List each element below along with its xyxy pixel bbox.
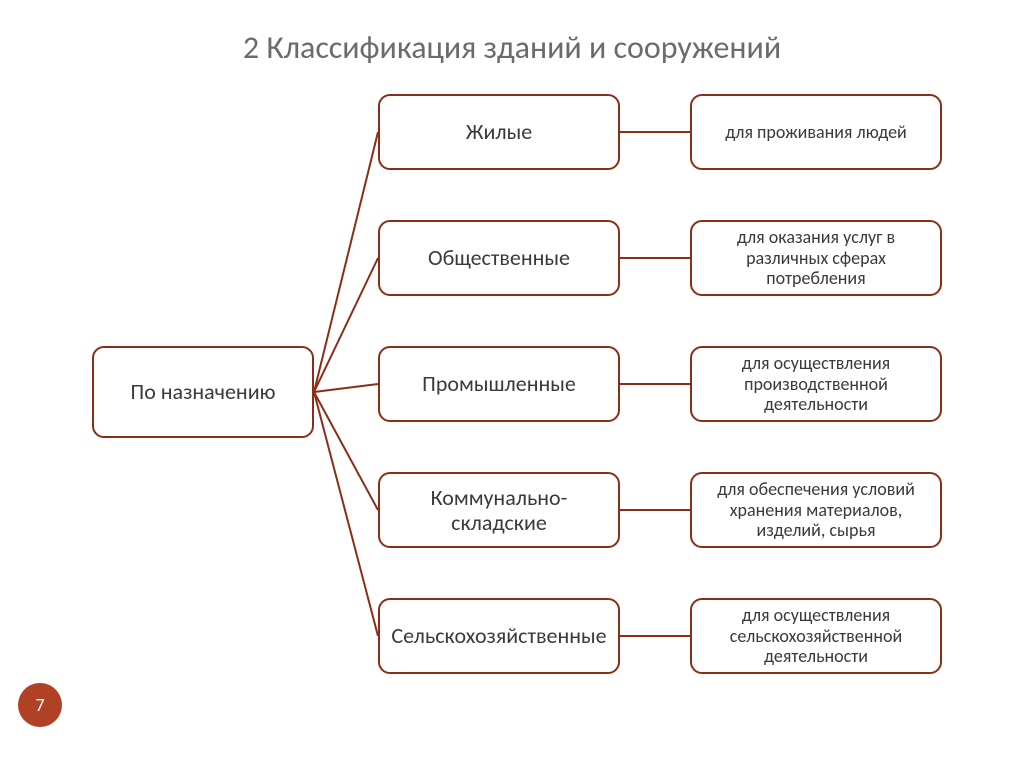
page-number-badge: 7	[18, 683, 62, 727]
node-desc4: для обеспечения условий хранения материа…	[690, 472, 942, 548]
node-desc2: для оказания услуг в различных сферах по…	[690, 220, 942, 296]
node-cat4: Коммунально-складские	[378, 472, 620, 548]
node-desc1: для проживания людей	[690, 94, 942, 170]
edge-root-cat1	[314, 132, 378, 392]
node-desc3: для осуществления производственной деяте…	[690, 346, 942, 422]
node-cat1: Жилые	[378, 94, 620, 170]
slide-title: 2 Классификация зданий и сооружений	[0, 28, 1024, 67]
page-number: 7	[35, 694, 44, 716]
edge-root-cat5	[314, 392, 378, 636]
node-cat3: Промышленные	[378, 346, 620, 422]
edge-root-cat3	[314, 384, 378, 392]
node-cat5: Сельскохозяйственные	[378, 598, 620, 674]
slide: 2 Классификация зданий и сооружений По н…	[0, 0, 1024, 767]
node-cat2: Общественные	[378, 220, 620, 296]
node-root: По назначению	[92, 346, 314, 438]
edge-root-cat4	[314, 392, 378, 510]
node-desc5: для осуществления сельскохозяйственной д…	[690, 598, 942, 674]
edge-root-cat2	[314, 258, 378, 392]
